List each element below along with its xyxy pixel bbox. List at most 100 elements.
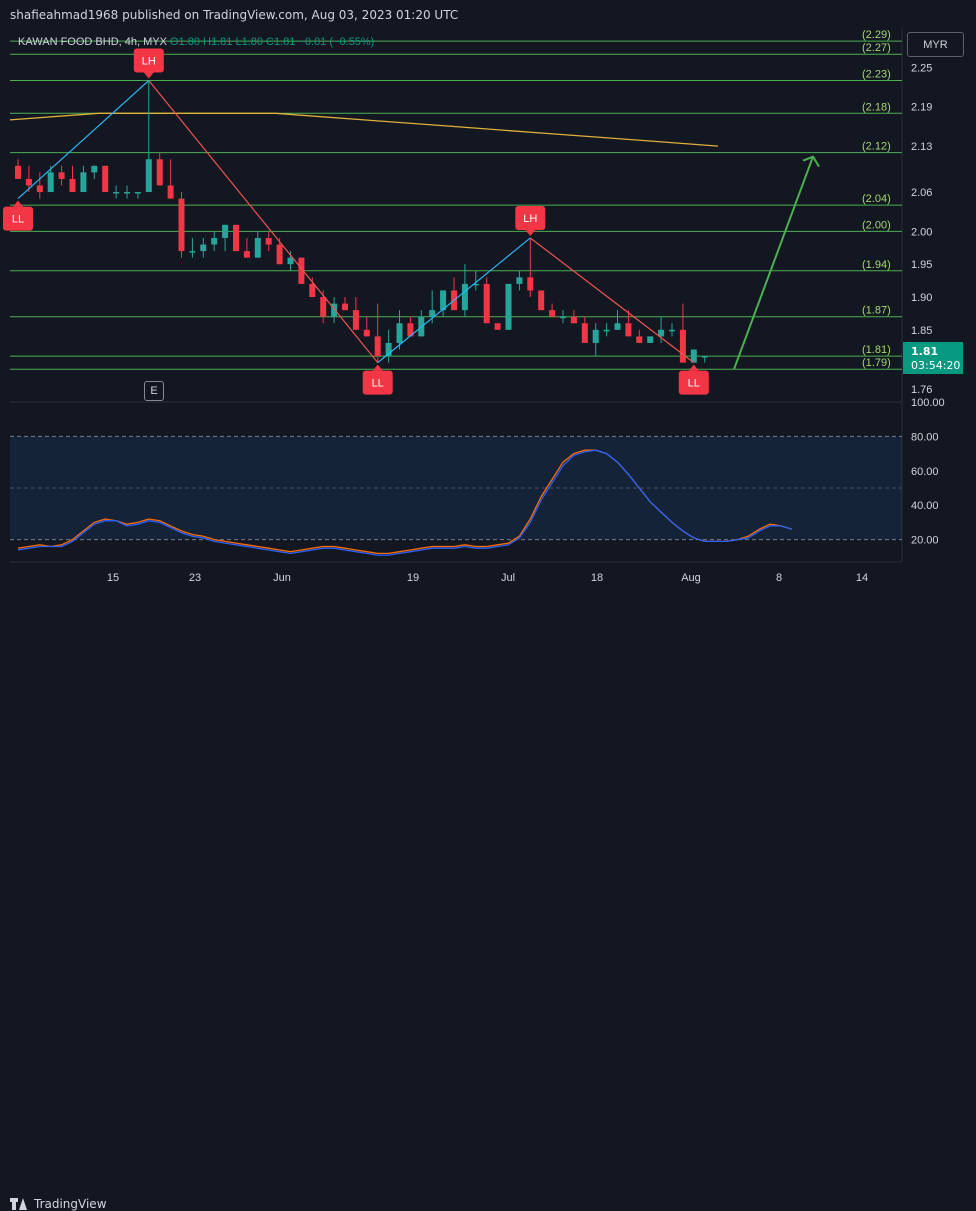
candle (374, 303, 381, 363)
pivot-label: LH (523, 213, 537, 225)
candle (69, 165, 76, 193)
pivot-tag (515, 205, 546, 230)
level-label: (2.27) (862, 42, 891, 54)
candle-body (342, 303, 348, 311)
candle (134, 192, 141, 199)
low-value: L1.80 (235, 36, 263, 48)
pivot-tag (3, 206, 33, 231)
candle-body (647, 336, 654, 343)
candle (363, 316, 370, 337)
level-label: (2.12) (862, 141, 891, 153)
pivot-label: LL (688, 378, 700, 390)
level-label: (2.29) (862, 29, 891, 41)
candle (102, 165, 109, 193)
price-tick: 2.25 (911, 62, 932, 74)
candle (461, 264, 468, 317)
candle-body (200, 244, 207, 252)
candle-body (429, 310, 436, 317)
candle (581, 316, 588, 343)
candle-body (669, 329, 675, 332)
candle-body (25, 178, 32, 186)
candle (91, 165, 98, 179)
earnings-badge[interactable]: E (144, 381, 164, 401)
bar-countdown: 03:54:20 (911, 359, 961, 372)
candle-body (679, 329, 686, 363)
pivot-tag (362, 370, 393, 395)
pivot-tag-pointer (688, 364, 699, 371)
currency-button[interactable]: MYR (907, 32, 964, 57)
candle-body (309, 283, 316, 298)
candle-body (592, 329, 599, 343)
chart-canvas[interactable]: (2.29)(2.27) (2.23) (2.18) (2.12) (2.04) (2.0… (0, 0, 976, 596)
time-tick: 18 (591, 572, 603, 584)
candle-body (222, 224, 229, 238)
candle-body (178, 198, 185, 252)
level-label: (2.04) (862, 193, 891, 205)
candle-body (483, 283, 490, 324)
candle-body (363, 329, 370, 337)
candle-body (254, 237, 261, 258)
candle-body (211, 237, 218, 245)
candle (189, 237, 196, 258)
candle (549, 303, 556, 317)
time-tick: 8 (776, 572, 782, 584)
oscillator-tick: 40.00 (911, 500, 939, 512)
candle-body (538, 290, 545, 311)
level-label: (1.94) (862, 259, 891, 271)
candle (298, 257, 305, 284)
candle (385, 329, 392, 363)
footer-bar: TradingView (0, 596, 976, 1211)
tradingview-brand-text: TradingView (34, 1197, 107, 1211)
zigzag-segment (17, 80, 150, 200)
level-label: (1.79) (862, 357, 891, 369)
symbol-name[interactable]: KAWAN FOOD BHD, 4h, MYX (18, 36, 167, 48)
last-price-value: 1.81 (911, 345, 939, 358)
candle (669, 323, 675, 337)
candle-body (276, 244, 283, 265)
close-value: C1.81 (266, 36, 296, 48)
candle (516, 270, 523, 291)
time-tick: Jul (501, 572, 515, 584)
candle-body (145, 159, 152, 193)
candle-body (701, 356, 708, 358)
tradingview-logo[interactable]: TradingView (10, 1197, 107, 1211)
time-tick: 23 (189, 572, 201, 584)
candle (701, 356, 708, 363)
candle-body (58, 172, 65, 179)
candle-body (516, 277, 523, 284)
candle (679, 303, 686, 363)
candle (58, 165, 65, 186)
candle-body (396, 323, 403, 343)
candle (505, 283, 512, 330)
oscillator-tick: 80.00 (911, 431, 939, 443)
candle (36, 172, 43, 199)
candle (254, 231, 261, 258)
tradingview-logo-icon (10, 1198, 28, 1210)
candle (178, 192, 185, 258)
candle-body (102, 165, 109, 193)
zigzag-segment (529, 237, 695, 364)
candle-body (189, 251, 196, 253)
candle-body (156, 159, 163, 186)
candle (658, 316, 665, 343)
candle-body (167, 185, 174, 199)
candle (570, 310, 577, 324)
candle (233, 224, 239, 252)
candle-body (560, 316, 566, 319)
time-tick: 15 (107, 572, 119, 584)
candle (440, 290, 447, 317)
pivot-label: LH (142, 55, 156, 67)
zigzag-segment (377, 237, 531, 364)
candle (124, 185, 130, 199)
candle-body (15, 165, 21, 179)
candle-body (625, 323, 632, 337)
candle-body (472, 283, 479, 286)
candle (538, 290, 545, 311)
publisher-bar: shafieahmad1968 published on TradingView… (0, 0, 976, 28)
candle (396, 310, 403, 350)
candle-body (614, 323, 621, 330)
candle (592, 323, 599, 357)
zigzag-segment (148, 80, 379, 364)
candle-body (287, 257, 294, 265)
candle-body (233, 224, 239, 252)
